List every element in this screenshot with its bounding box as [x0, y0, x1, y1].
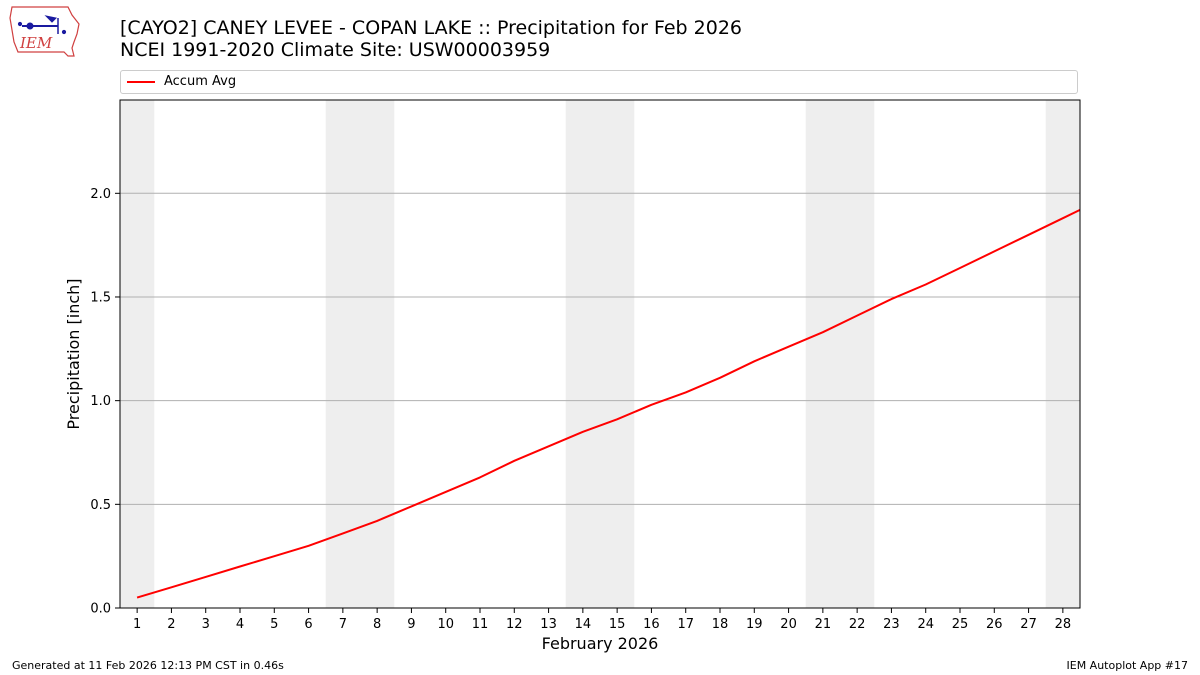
x-tick-label: 27	[1020, 617, 1037, 632]
weekend-band-day-28	[1045, 100, 1080, 608]
data-point-accum-avg	[753, 360, 755, 362]
chart-title: [CAYO2] CANEY LEVEE - COPAN LAKE :: Prec…	[120, 17, 742, 39]
data-point-accum-avg	[719, 377, 721, 379]
x-tick-label: 3	[202, 617, 210, 632]
iem-logo: IEM	[9, 6, 80, 57]
weekend-band-day-14	[565, 100, 600, 608]
x-tick-label: 17	[677, 617, 694, 632]
x-tick-label: 24	[917, 617, 934, 632]
data-point-accum-avg	[513, 460, 515, 462]
data-point-accum-avg	[376, 520, 378, 522]
x-tick-label: 23	[883, 617, 900, 632]
x-tick-label: 5	[270, 617, 278, 632]
x-tick-label: 8	[373, 617, 381, 632]
y-tick-label: 1.5	[90, 290, 111, 305]
x-tick-label: 28	[1055, 617, 1072, 632]
x-tick-label: 9	[407, 617, 415, 632]
data-point-accum-avg	[548, 445, 550, 447]
data-point-accum-avg	[616, 418, 618, 420]
series-line-accum-avg	[136, 209, 1081, 599]
y-tick-label: 2.0	[90, 187, 111, 202]
x-tick-label: 16	[643, 617, 660, 632]
x-tick-label: 7	[339, 617, 347, 632]
weekend-band-day-1	[120, 100, 155, 608]
data-point-accum-avg	[1062, 217, 1064, 219]
x-tick-label: 6	[304, 617, 312, 632]
data-point-accum-avg	[308, 545, 310, 547]
y-tick-label: 1.0	[90, 394, 111, 409]
data-point-accum-avg	[136, 597, 138, 599]
weekend-band-day-21	[805, 100, 840, 608]
x-tick-label: 21	[815, 617, 832, 632]
data-point-accum-avg	[445, 491, 447, 493]
data-point-accum-avg	[342, 532, 344, 534]
data-point-accum-avg	[993, 250, 995, 252]
x-tick-label: 20	[780, 617, 797, 632]
x-tick-label: 26	[986, 617, 1003, 632]
legend-swatch-accum-avg	[127, 81, 155, 83]
x-axis-label: February 2026	[542, 634, 659, 653]
x-tick-label: 4	[236, 617, 244, 632]
chart-subtitle: NCEI 1991-2020 Climate Site: USW00003959	[120, 39, 551, 61]
data-point-accum-avg	[822, 331, 824, 333]
footer-generated: Generated at 11 Feb 2026 12:13 PM CST in…	[12, 659, 284, 672]
x-tick-label: 14	[575, 617, 592, 632]
weather-station-icon	[17, 15, 67, 35]
data-point-accum-avg	[273, 555, 275, 557]
weekend-band-day-7	[325, 100, 360, 608]
data-point-accum-avg	[410, 505, 412, 507]
data-point-accum-avg	[170, 586, 172, 588]
x-tick-label: 10	[437, 617, 454, 632]
y-tick-label: 0.0	[90, 602, 111, 617]
data-point-accum-avg	[239, 566, 241, 568]
x-tick-label: 18	[712, 617, 729, 632]
data-point-accum-avg	[959, 267, 961, 269]
data-point-accum-avg	[890, 298, 892, 300]
x-tick-label: 22	[849, 617, 866, 632]
iowa-outline-icon	[9, 6, 80, 57]
data-point-accum-avg	[925, 284, 927, 286]
weekend-band-day-22	[840, 100, 875, 608]
plot-frame	[119, 99, 1081, 609]
data-point-accum-avg	[685, 391, 687, 393]
data-point-accum-avg	[1028, 234, 1030, 236]
data-point-accum-avg	[856, 315, 858, 317]
x-tick-label: 1	[133, 617, 141, 632]
y-tick-label: 0.5	[90, 498, 111, 513]
x-tick-label: 13	[540, 617, 557, 632]
x-tick-label: 25	[952, 617, 969, 632]
data-point-accum-avg	[788, 346, 790, 348]
data-point-accum-avg	[479, 476, 481, 478]
x-tick-label: 19	[746, 617, 763, 632]
x-tick-label: 12	[506, 617, 523, 632]
y-axis-label: Precipitation [inch]	[64, 278, 83, 429]
weekend-band-day-15	[600, 100, 635, 608]
x-tick-label: 15	[609, 617, 626, 632]
data-point-accum-avg	[650, 404, 652, 406]
footer-app: IEM Autoplot App #17	[1066, 659, 1189, 672]
x-tick-label: 11	[472, 617, 489, 632]
legend-label-accum-avg: Accum Avg	[164, 74, 237, 89]
weekend-band-day-8	[360, 100, 395, 608]
data-point-accum-avg	[205, 576, 207, 578]
data-point-accum-avg	[582, 431, 584, 433]
x-tick-label: 2	[167, 617, 175, 632]
logo-text: IEM	[19, 34, 53, 52]
legend: Accum Avg	[120, 70, 1078, 94]
